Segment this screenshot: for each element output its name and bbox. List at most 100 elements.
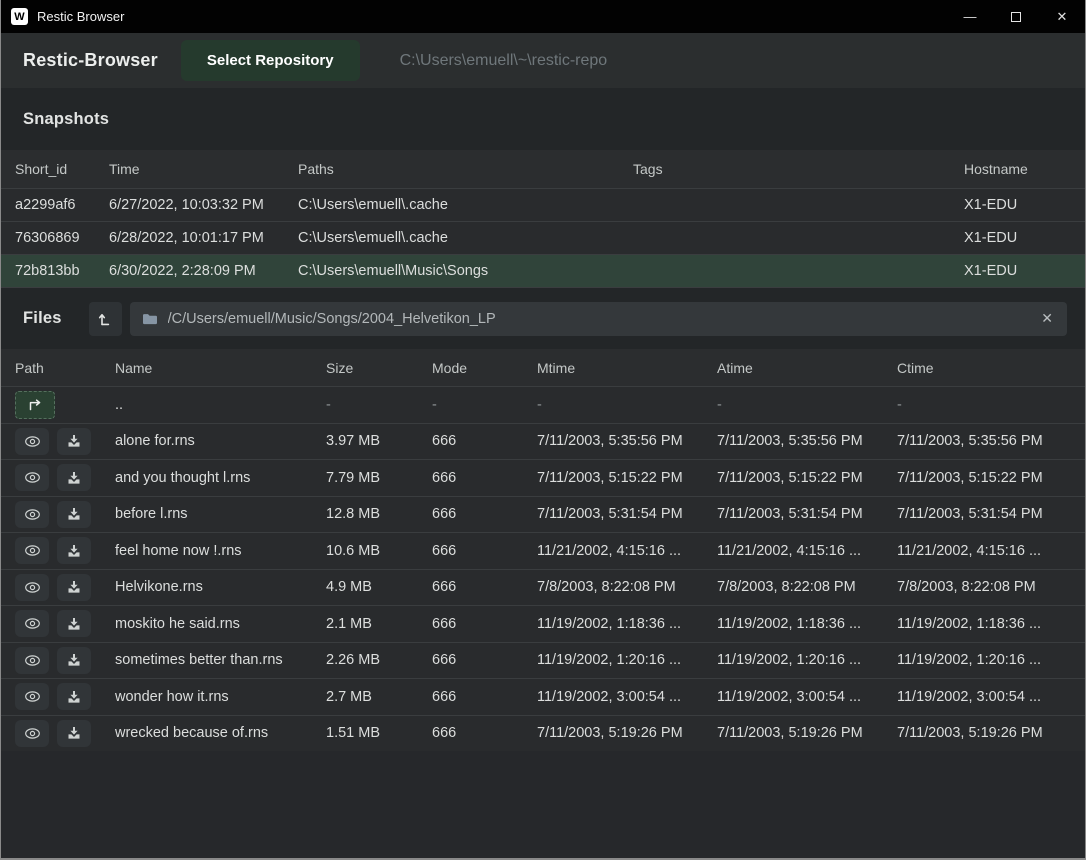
file-row: wrecked because of.rns 1.51 MB 666 7/11/… (1, 715, 1085, 752)
file-atime: 11/21/2002, 4:15:16 ... (717, 543, 897, 559)
download-icon (67, 617, 81, 631)
preview-file-button[interactable] (15, 501, 49, 528)
file-atime: 7/11/2003, 5:31:54 PM (717, 506, 897, 522)
download-file-button[interactable] (57, 428, 91, 455)
parent-dir-size: - (326, 397, 432, 413)
clear-path-button[interactable]: ✕ (1041, 310, 1053, 327)
file-size: 10.6 MB (326, 543, 432, 559)
preview-file-button[interactable] (15, 574, 49, 601)
snapshots-title: Snapshots (23, 110, 109, 129)
file-ctime: 11/19/2002, 3:00:54 ... (897, 689, 1085, 705)
window-title: Restic Browser (37, 9, 124, 24)
parent-dir-atime: - (717, 397, 897, 413)
eye-icon (24, 581, 41, 594)
parent-dir-mtime: - (537, 397, 717, 413)
minimize-button[interactable]: — (947, 0, 993, 33)
files-title: Files (23, 309, 62, 328)
snapshot-row[interactable]: 72b813bb 6/30/2022, 2:28:09 PM C:\Users\… (1, 254, 1085, 287)
preview-file-button[interactable] (15, 683, 49, 710)
file-name: alone for.rns (115, 433, 326, 449)
file-name: feel home now !.rns (115, 543, 326, 559)
col-path: Path (15, 360, 115, 376)
col-time: Time (109, 161, 298, 177)
file-mode: 666 (432, 652, 537, 668)
file-mtime: 11/19/2002, 1:18:36 ... (537, 616, 717, 632)
file-ctime: 11/19/2002, 1:18:36 ... (897, 616, 1085, 632)
snapshot-time: 6/27/2022, 10:03:32 PM (109, 197, 298, 213)
file-mtime: 7/8/2003, 8:22:08 PM (537, 579, 717, 595)
download-file-button[interactable] (57, 610, 91, 637)
file-mtime: 7/11/2003, 5:19:26 PM (537, 725, 717, 741)
snapshot-hostname: X1-EDU (964, 230, 1085, 246)
file-size: 3.97 MB (326, 433, 432, 449)
download-file-button[interactable] (57, 720, 91, 747)
preview-file-button[interactable] (15, 428, 49, 455)
download-file-button[interactable] (57, 683, 91, 710)
file-size: 7.79 MB (326, 470, 432, 486)
download-icon (67, 544, 81, 558)
file-ctime: 11/19/2002, 1:20:16 ... (897, 652, 1085, 668)
preview-file-button[interactable] (15, 537, 49, 564)
snapshot-row[interactable]: a2299af6 6/27/2022, 10:03:32 PM C:\Users… (1, 188, 1085, 221)
file-atime: 7/11/2003, 5:35:56 PM (717, 433, 897, 449)
file-row: alone for.rns 3.97 MB 666 7/11/2003, 5:3… (1, 423, 1085, 460)
col-hostname: Hostname (964, 161, 1085, 177)
file-ctime: 7/11/2003, 5:31:54 PM (897, 506, 1085, 522)
file-mode: 666 (432, 543, 537, 559)
select-repository-button[interactable]: Select Repository (181, 40, 360, 81)
close-button[interactable]: ✕ (1039, 0, 1085, 33)
file-name: moskito he said.rns (115, 616, 326, 632)
snapshots-table-header: Short_id Time Paths Tags Hostname (1, 150, 1085, 188)
file-row: wonder how it.rns 2.7 MB 666 11/19/2002,… (1, 678, 1085, 715)
file-name: before l.rns (115, 506, 326, 522)
eye-icon (24, 471, 41, 484)
eye-icon (24, 544, 41, 557)
file-mtime: 7/11/2003, 5:35:56 PM (537, 433, 717, 449)
files-section-header: Files /C/Users/emuell/Music/Songs/2004_H… (1, 288, 1085, 349)
file-mode: 666 (432, 725, 537, 741)
preview-file-button[interactable] (15, 610, 49, 637)
enter-dir-icon (26, 398, 44, 412)
enter-parent-dir-button[interactable] (15, 391, 55, 419)
file-size: 2.1 MB (326, 616, 432, 632)
snapshot-paths: C:\Users\emuell\.cache (298, 197, 633, 213)
preview-file-button[interactable] (15, 720, 49, 747)
download-file-button[interactable] (57, 501, 91, 528)
snapshots-rows: a2299af6 6/27/2022, 10:03:32 PM C:\Users… (1, 188, 1085, 287)
file-size: 1.51 MB (326, 725, 432, 741)
file-name: sometimes better than.rns (115, 652, 326, 668)
file-name: wrecked because of.rns (115, 725, 326, 741)
file-mtime: 11/19/2002, 3:00:54 ... (537, 689, 717, 705)
file-atime: 11/19/2002, 1:20:16 ... (717, 652, 897, 668)
col-size: Size (326, 360, 432, 376)
download-file-button[interactable] (57, 537, 91, 564)
col-paths: Paths (298, 161, 633, 177)
file-size: 2.26 MB (326, 652, 432, 668)
file-mtime: 7/11/2003, 5:15:22 PM (537, 470, 717, 486)
download-file-button[interactable] (57, 574, 91, 601)
file-atime: 11/19/2002, 3:00:54 ... (717, 689, 897, 705)
file-ctime: 7/8/2003, 8:22:08 PM (897, 579, 1085, 595)
snapshot-row[interactable]: 76306869 6/28/2022, 10:01:17 PM C:\Users… (1, 221, 1085, 254)
file-mode: 666 (432, 470, 537, 486)
go-up-button[interactable] (89, 302, 122, 336)
file-mtime: 11/19/2002, 1:20:16 ... (537, 652, 717, 668)
file-ctime: 7/11/2003, 5:35:56 PM (897, 433, 1085, 449)
preview-file-button[interactable] (15, 464, 49, 491)
col-name: Name (115, 360, 326, 376)
preview-file-button[interactable] (15, 647, 49, 674)
maximize-button[interactable] (993, 0, 1039, 33)
download-file-button[interactable] (57, 647, 91, 674)
snapshot-short-id: 76306869 (15, 230, 109, 246)
parent-dir-name: .. (115, 397, 326, 413)
maximize-icon (1011, 12, 1021, 22)
current-path-bar[interactable]: /C/Users/emuell/Music/Songs/2004_Helveti… (130, 302, 1067, 336)
download-file-button[interactable] (57, 464, 91, 491)
close-icon: ✕ (1057, 9, 1068, 25)
file-atime: 7/11/2003, 5:19:26 PM (717, 725, 897, 741)
file-name: wonder how it.rns (115, 689, 326, 705)
file-row: feel home now !.rns 10.6 MB 666 11/21/20… (1, 532, 1085, 569)
file-atime: 7/8/2003, 8:22:08 PM (717, 579, 897, 595)
file-mtime: 7/11/2003, 5:31:54 PM (537, 506, 717, 522)
folder-icon (142, 312, 158, 326)
